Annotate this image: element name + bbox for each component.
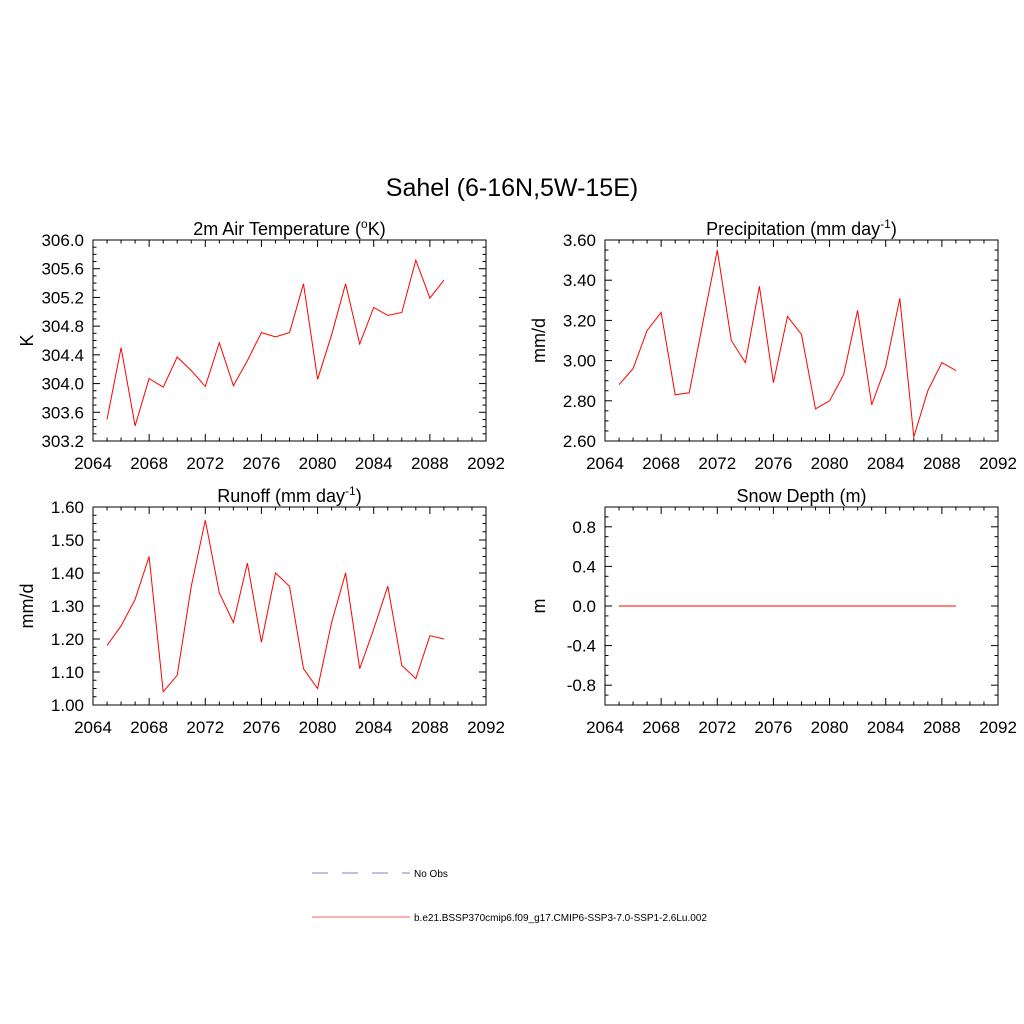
x-tick-label: 2088 bbox=[411, 718, 449, 737]
panel-title: Snow Depth (m) bbox=[736, 486, 866, 506]
x-tick-label: 2080 bbox=[299, 718, 337, 737]
panel-title-superscript: -1 bbox=[345, 484, 356, 498]
plot-frame bbox=[92, 239, 487, 442]
x-tick-label: 2068 bbox=[130, 454, 168, 473]
y-tick-label: 2.80 bbox=[563, 392, 596, 411]
y-tick-label: 304.0 bbox=[41, 375, 84, 394]
y-tick-label: 2.60 bbox=[563, 432, 596, 451]
x-tick-label: 2080 bbox=[299, 454, 337, 473]
series-line bbox=[106, 520, 445, 694]
y-tick-label: 3.20 bbox=[563, 311, 596, 330]
panel-title: Precipitation (mm day-1) bbox=[706, 217, 897, 239]
x-tick-label: 2092 bbox=[467, 718, 505, 737]
y-tick-label: 1.00 bbox=[51, 696, 84, 715]
y-tick-label: 304.4 bbox=[41, 346, 84, 365]
x-tick-label: 2072 bbox=[698, 718, 736, 737]
y-tick-label: 305.6 bbox=[41, 260, 84, 279]
y-axis-label: mm/d bbox=[17, 584, 37, 629]
panel-title-superscript: o bbox=[361, 217, 368, 231]
panel-title-suffix: K) bbox=[368, 219, 386, 239]
plot-frame bbox=[92, 506, 487, 706]
y-axis-label: K bbox=[17, 334, 37, 346]
panel-title-main: 2m Air Temperature ( bbox=[193, 219, 361, 239]
x-tick-label: 2092 bbox=[467, 454, 505, 473]
y-tick-label: 1.60 bbox=[51, 498, 84, 517]
legend-label-model: b.e21.BSSP370cmip6.f09_g17.CMIP6-SSP3-7.… bbox=[414, 913, 707, 924]
x-tick-label: 2076 bbox=[755, 454, 793, 473]
y-tick-label: 303.2 bbox=[41, 432, 84, 451]
y-axis-label: mm/d bbox=[529, 318, 549, 363]
y-tick-label: 1.40 bbox=[51, 564, 84, 583]
panel-title-suffix: ) bbox=[891, 219, 897, 239]
x-tick-label: 2072 bbox=[698, 454, 736, 473]
plot-frame bbox=[604, 239, 999, 442]
y-tick-label: 306.0 bbox=[41, 231, 84, 250]
x-tick-label: 2064 bbox=[586, 718, 624, 737]
y-tick-label: 1.20 bbox=[51, 630, 84, 649]
panel-title-main: Snow Depth (m) bbox=[736, 486, 866, 506]
x-tick-label: 2084 bbox=[867, 718, 905, 737]
panel-title: 2m Air Temperature (oK) bbox=[193, 217, 385, 239]
x-tick-label: 2064 bbox=[74, 718, 112, 737]
y-tick-label: 3.00 bbox=[563, 352, 596, 371]
y-tick-label: -0.4 bbox=[567, 637, 596, 656]
x-tick-label: 2084 bbox=[867, 454, 905, 473]
x-tick-label: 2080 bbox=[811, 718, 849, 737]
y-tick-label: 0.4 bbox=[572, 557, 596, 576]
y-tick-label: 0.0 bbox=[572, 597, 596, 616]
x-tick-label: 2088 bbox=[923, 718, 961, 737]
series-line bbox=[618, 250, 957, 438]
panel-precipitation: Precipitation (mm day-1) mm/d 2064 2068 2072… bbox=[529, 217, 1017, 473]
x-tick-label: 2092 bbox=[979, 718, 1017, 737]
figure-title: Sahel (6-16N,5W-15E) bbox=[386, 174, 638, 202]
panel-title-main: Runoff (mm day bbox=[217, 486, 345, 506]
x-tick-label: 2076 bbox=[243, 718, 281, 737]
x-tick-label: 2084 bbox=[355, 718, 393, 737]
x-tick-label: 2080 bbox=[811, 454, 849, 473]
y-tick-label: 304.8 bbox=[41, 317, 84, 336]
x-tick-label: 2088 bbox=[923, 454, 961, 473]
x-tick-label: 2072 bbox=[186, 718, 224, 737]
x-tick-label: 2064 bbox=[586, 454, 624, 473]
panel-title: Runoff (mm day-1) bbox=[217, 484, 361, 506]
x-tick-label: 2072 bbox=[186, 454, 224, 473]
legend: No Obs b.e21.BSSP370cmip6.f09_g17.CMIP6-… bbox=[312, 869, 707, 924]
series-line bbox=[106, 258, 445, 427]
x-tick-label: 2092 bbox=[979, 454, 1017, 473]
panel-title-superscript: -1 bbox=[880, 217, 891, 231]
y-tick-label: 1.50 bbox=[51, 531, 84, 550]
x-tick-label: 2076 bbox=[755, 718, 793, 737]
panel-air-temperature: 2m Air Temperature (oK) K 2064 2068 2072 2076… bbox=[17, 217, 505, 473]
x-tick-label: 2084 bbox=[355, 454, 393, 473]
y-axis-label: m bbox=[529, 599, 549, 614]
y-tick-label: 1.30 bbox=[51, 597, 84, 616]
x-tick-label: 2076 bbox=[243, 454, 281, 473]
x-tick-label: 2068 bbox=[130, 718, 168, 737]
panel-snow-depth: Snow Depth (m) m 2064 2068 2072 2076 2080 2084 2… bbox=[529, 486, 1017, 737]
y-tick-label: 3.40 bbox=[563, 271, 596, 290]
y-tick-label: 0.8 bbox=[572, 518, 596, 537]
panel-runoff: Runoff (mm day-1) mm/d 2064 2068 2072 2076 208… bbox=[17, 484, 505, 737]
y-tick-label: 3.60 bbox=[563, 231, 596, 250]
x-tick-label: 2088 bbox=[411, 454, 449, 473]
x-tick-label: 2064 bbox=[74, 454, 112, 473]
x-tick-label: 2068 bbox=[642, 454, 680, 473]
y-tick-label: 1.10 bbox=[51, 663, 84, 682]
y-tick-label: 303.6 bbox=[41, 403, 84, 422]
y-tick-label: 305.2 bbox=[41, 288, 84, 307]
y-tick-label: -0.8 bbox=[567, 676, 596, 695]
x-tick-label: 2068 bbox=[642, 718, 680, 737]
legend-label-no-obs: No Obs bbox=[414, 869, 448, 880]
panel-title-main: Precipitation (mm day bbox=[706, 219, 880, 239]
panel-title-suffix: ) bbox=[356, 486, 362, 506]
